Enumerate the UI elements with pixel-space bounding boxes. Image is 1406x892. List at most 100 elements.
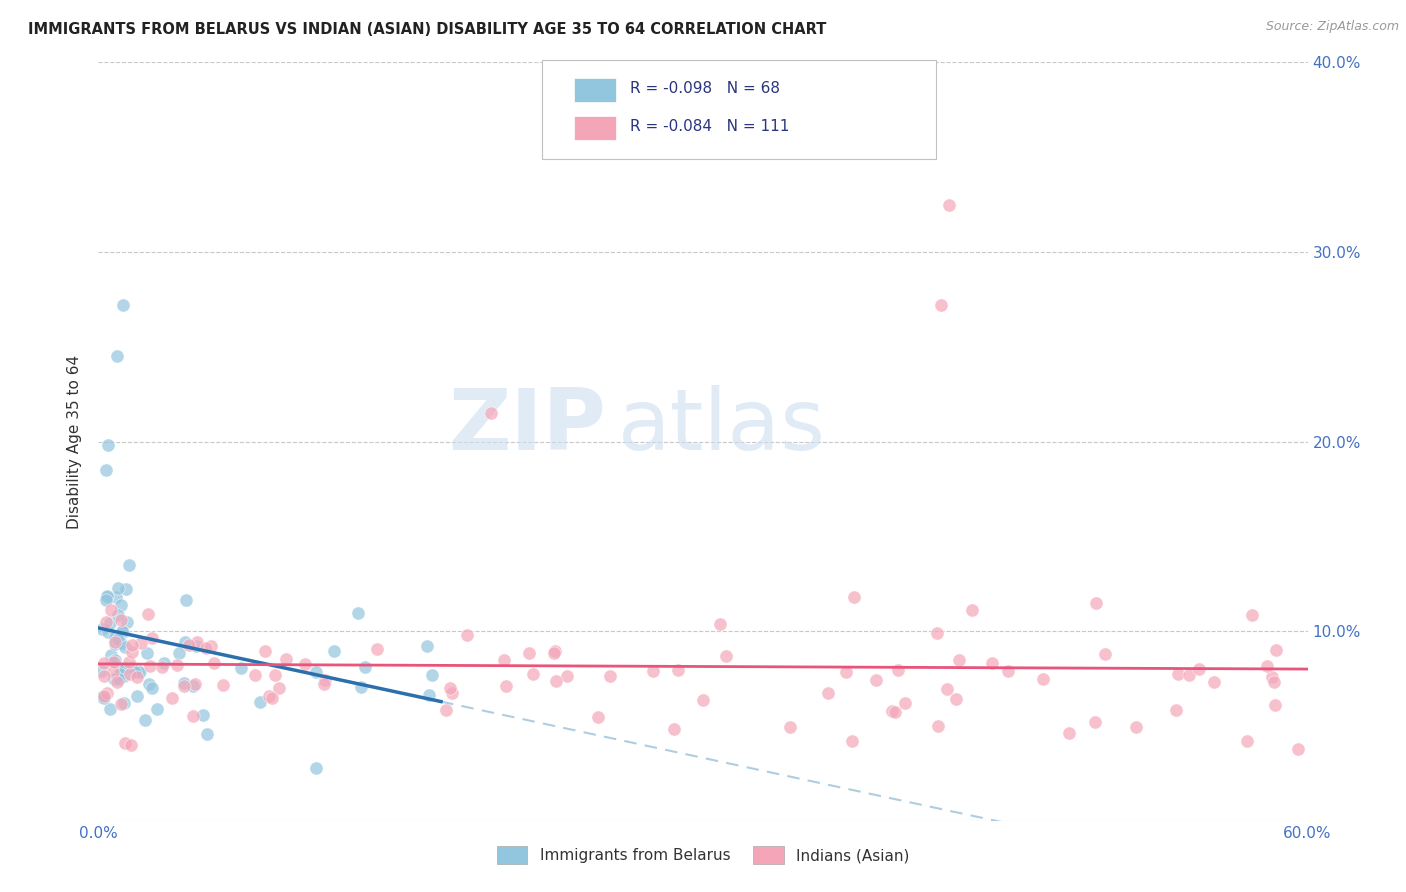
FancyBboxPatch shape bbox=[574, 115, 616, 140]
Point bbox=[91, 690, 114, 704]
Point bbox=[1125, 721, 1147, 735]
Point bbox=[517, 647, 540, 661]
Point bbox=[98, 702, 121, 716]
Point bbox=[1240, 608, 1263, 623]
Point bbox=[844, 590, 866, 604]
Point bbox=[181, 709, 204, 723]
Point bbox=[101, 655, 124, 669]
Point bbox=[1084, 714, 1107, 729]
Point bbox=[110, 661, 132, 675]
Point bbox=[173, 679, 195, 693]
Legend: Immigrants from Belarus, Indians (Asian): Immigrants from Belarus, Indians (Asian) bbox=[491, 840, 915, 870]
Point bbox=[129, 636, 152, 650]
Point bbox=[981, 656, 1004, 670]
Point bbox=[96, 589, 118, 603]
Point bbox=[100, 603, 122, 617]
Point bbox=[1032, 672, 1054, 686]
Point bbox=[274, 652, 297, 666]
Point bbox=[107, 608, 129, 623]
Point bbox=[121, 645, 143, 659]
Point bbox=[927, 625, 949, 640]
Point bbox=[112, 668, 135, 682]
Point bbox=[111, 298, 134, 312]
Point bbox=[1382, 694, 1405, 708]
Point bbox=[93, 691, 115, 706]
Point bbox=[1256, 658, 1278, 673]
Point bbox=[91, 622, 114, 636]
Point bbox=[354, 659, 377, 673]
Point bbox=[440, 686, 463, 700]
Point bbox=[1094, 648, 1116, 662]
Point bbox=[1085, 597, 1108, 611]
Point bbox=[709, 617, 731, 632]
Point bbox=[150, 660, 173, 674]
Point bbox=[948, 652, 970, 666]
Point bbox=[174, 635, 197, 649]
Point bbox=[1167, 667, 1189, 681]
Point bbox=[1357, 727, 1379, 741]
Point bbox=[714, 649, 737, 664]
Point bbox=[112, 696, 135, 710]
Point bbox=[929, 298, 952, 312]
Point bbox=[305, 760, 328, 774]
Point bbox=[1202, 674, 1225, 689]
Point bbox=[103, 655, 125, 669]
Point bbox=[177, 638, 200, 652]
Point bbox=[314, 673, 336, 688]
Point bbox=[107, 632, 129, 647]
Point bbox=[118, 667, 141, 681]
Point bbox=[93, 689, 115, 703]
Point bbox=[1164, 703, 1187, 717]
Point bbox=[181, 679, 204, 693]
Point bbox=[662, 722, 685, 736]
Point bbox=[105, 675, 128, 690]
Point bbox=[882, 704, 904, 718]
Point bbox=[110, 599, 132, 613]
Point bbox=[586, 710, 609, 724]
Point bbox=[312, 677, 335, 691]
Point bbox=[492, 653, 515, 667]
Point bbox=[110, 666, 132, 681]
Point bbox=[522, 667, 544, 681]
Y-axis label: Disability Age 35 to 64: Disability Age 35 to 64 bbox=[67, 354, 83, 529]
Text: ZIP: ZIP bbox=[449, 384, 606, 468]
Point bbox=[1178, 668, 1201, 682]
Point bbox=[439, 681, 461, 696]
Point bbox=[118, 558, 141, 573]
Point bbox=[104, 590, 127, 604]
Point bbox=[134, 713, 156, 727]
Point bbox=[415, 639, 437, 653]
Point bbox=[245, 668, 267, 682]
Text: IMMIGRANTS FROM BELARUS VS INDIAN (ASIAN) DISABILITY AGE 35 TO 64 CORRELATION CH: IMMIGRANTS FROM BELARUS VS INDIAN (ASIAN… bbox=[28, 22, 827, 37]
Point bbox=[103, 672, 125, 686]
Point bbox=[96, 463, 118, 477]
Point bbox=[104, 630, 127, 644]
Point bbox=[195, 726, 218, 740]
Point bbox=[1264, 698, 1286, 713]
Point bbox=[420, 668, 443, 682]
Point bbox=[1264, 643, 1286, 657]
Point bbox=[495, 679, 517, 693]
Point bbox=[666, 663, 689, 677]
Point bbox=[146, 702, 169, 716]
Point bbox=[927, 718, 949, 732]
Point bbox=[456, 627, 478, 641]
Point bbox=[141, 631, 163, 645]
Point bbox=[202, 656, 225, 670]
Point bbox=[128, 665, 150, 679]
Point bbox=[200, 639, 222, 653]
Point bbox=[91, 665, 114, 679]
Point bbox=[125, 670, 148, 684]
Point bbox=[111, 624, 134, 639]
Point bbox=[865, 673, 887, 687]
Point bbox=[1378, 680, 1400, 694]
Point bbox=[546, 674, 568, 689]
Point bbox=[1340, 658, 1362, 673]
Point bbox=[817, 686, 839, 700]
Point bbox=[114, 640, 136, 654]
Point bbox=[93, 657, 115, 671]
Point bbox=[162, 690, 184, 705]
Point bbox=[186, 635, 208, 649]
Point bbox=[184, 677, 207, 691]
Point bbox=[434, 703, 457, 717]
